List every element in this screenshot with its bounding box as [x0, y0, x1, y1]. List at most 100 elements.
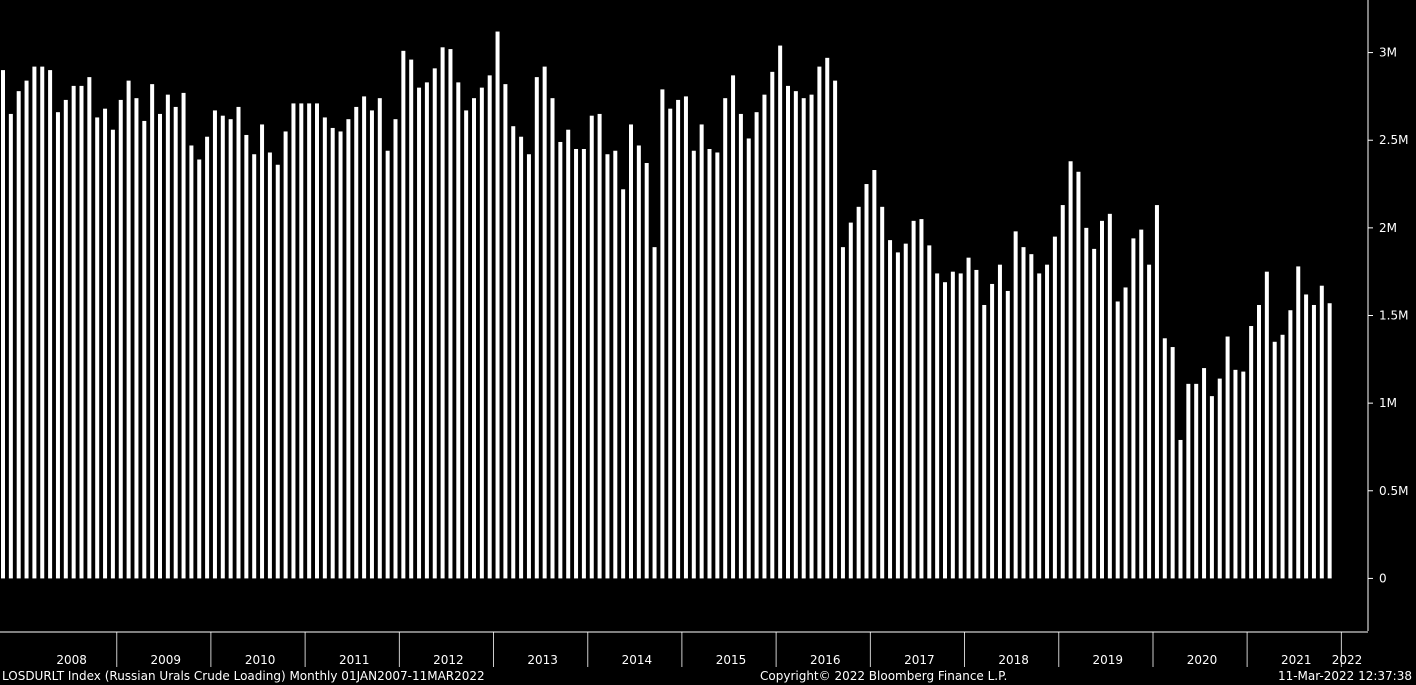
bar	[558, 141, 563, 579]
bar	[173, 106, 178, 579]
year-label: 2016	[810, 653, 841, 667]
y-tick-label: 3M	[1379, 46, 1397, 60]
bar	[71, 85, 76, 579]
bar	[503, 84, 508, 579]
bar	[236, 106, 241, 579]
bar	[260, 124, 265, 579]
bar	[786, 85, 790, 579]
bar	[244, 134, 249, 579]
year-labels: 2008 2009 2010 2011 2012 2013 2014 2015 2016 2017…	[56, 632, 1362, 667]
bar	[32, 66, 37, 579]
bar	[110, 129, 115, 579]
bar	[346, 119, 351, 579]
bar	[519, 136, 524, 579]
bar	[205, 136, 210, 579]
bar	[1154, 205, 1159, 579]
bar	[652, 247, 657, 579]
bar	[605, 154, 610, 579]
bar	[401, 50, 406, 579]
bar	[511, 126, 516, 579]
bar	[966, 257, 971, 579]
bar	[919, 219, 924, 579]
year-label: 2010	[245, 653, 276, 667]
bar	[299, 103, 304, 579]
bar	[589, 115, 594, 579]
bar	[165, 94, 170, 579]
bar	[833, 80, 838, 579]
bar	[275, 164, 280, 579]
bar	[1131, 238, 1136, 579]
bar	[1225, 336, 1230, 579]
bar	[1264, 271, 1269, 579]
bar	[1107, 213, 1112, 579]
bar	[362, 96, 367, 579]
bar	[950, 271, 955, 579]
year-label: 2020	[1187, 653, 1218, 667]
year-label: 2021	[1281, 653, 1312, 667]
bar	[1296, 266, 1301, 579]
bar	[1045, 264, 1050, 579]
bar	[24, 80, 29, 579]
bar	[456, 82, 461, 579]
bar	[840, 247, 845, 579]
bar	[1060, 205, 1065, 579]
bar	[1327, 303, 1332, 579]
year-label: 2018	[998, 653, 1029, 667]
bar	[267, 152, 272, 579]
bar	[385, 150, 390, 579]
bar	[103, 108, 108, 579]
bar	[228, 119, 233, 579]
bar	[1194, 383, 1199, 579]
bar	[126, 80, 131, 579]
bar	[1068, 161, 1073, 579]
bar	[424, 82, 429, 579]
bar	[1115, 301, 1120, 579]
bar	[338, 131, 343, 579]
bar	[542, 66, 547, 579]
bar	[1084, 227, 1089, 579]
bar	[550, 98, 555, 579]
bar	[526, 154, 531, 579]
bar	[1280, 334, 1285, 579]
bar	[1139, 229, 1144, 579]
bar	[495, 31, 500, 579]
bar	[801, 98, 806, 579]
bar	[150, 84, 155, 579]
year-label: 2014	[622, 653, 653, 667]
bar	[322, 117, 327, 579]
bar	[888, 240, 893, 579]
y-tick-label: 1.5M	[1379, 309, 1408, 323]
bar	[1311, 304, 1316, 579]
bar	[1092, 248, 1097, 579]
bar	[683, 96, 688, 579]
bar	[1304, 294, 1309, 579]
bar	[566, 129, 571, 579]
bar	[825, 57, 830, 579]
bar	[1202, 368, 1207, 579]
bar	[738, 113, 743, 579]
bar	[1021, 247, 1026, 579]
bar	[1076, 171, 1081, 579]
bar	[315, 103, 319, 579]
bar	[715, 152, 720, 579]
bar	[1233, 369, 1238, 579]
bar	[220, 115, 225, 579]
bar	[158, 113, 162, 579]
bar	[872, 170, 877, 579]
bar	[864, 184, 869, 579]
bar	[479, 87, 484, 579]
bar	[982, 304, 987, 579]
bar	[1100, 220, 1104, 579]
bar	[574, 148, 579, 579]
bar	[1147, 264, 1152, 579]
bar	[1178, 439, 1183, 579]
bar	[283, 131, 288, 579]
bar	[1217, 378, 1222, 579]
bar	[464, 110, 469, 579]
bar	[817, 66, 822, 579]
bar	[252, 154, 257, 579]
bar	[472, 98, 476, 579]
bar	[369, 110, 374, 579]
bar	[189, 145, 194, 579]
bar	[848, 222, 853, 579]
